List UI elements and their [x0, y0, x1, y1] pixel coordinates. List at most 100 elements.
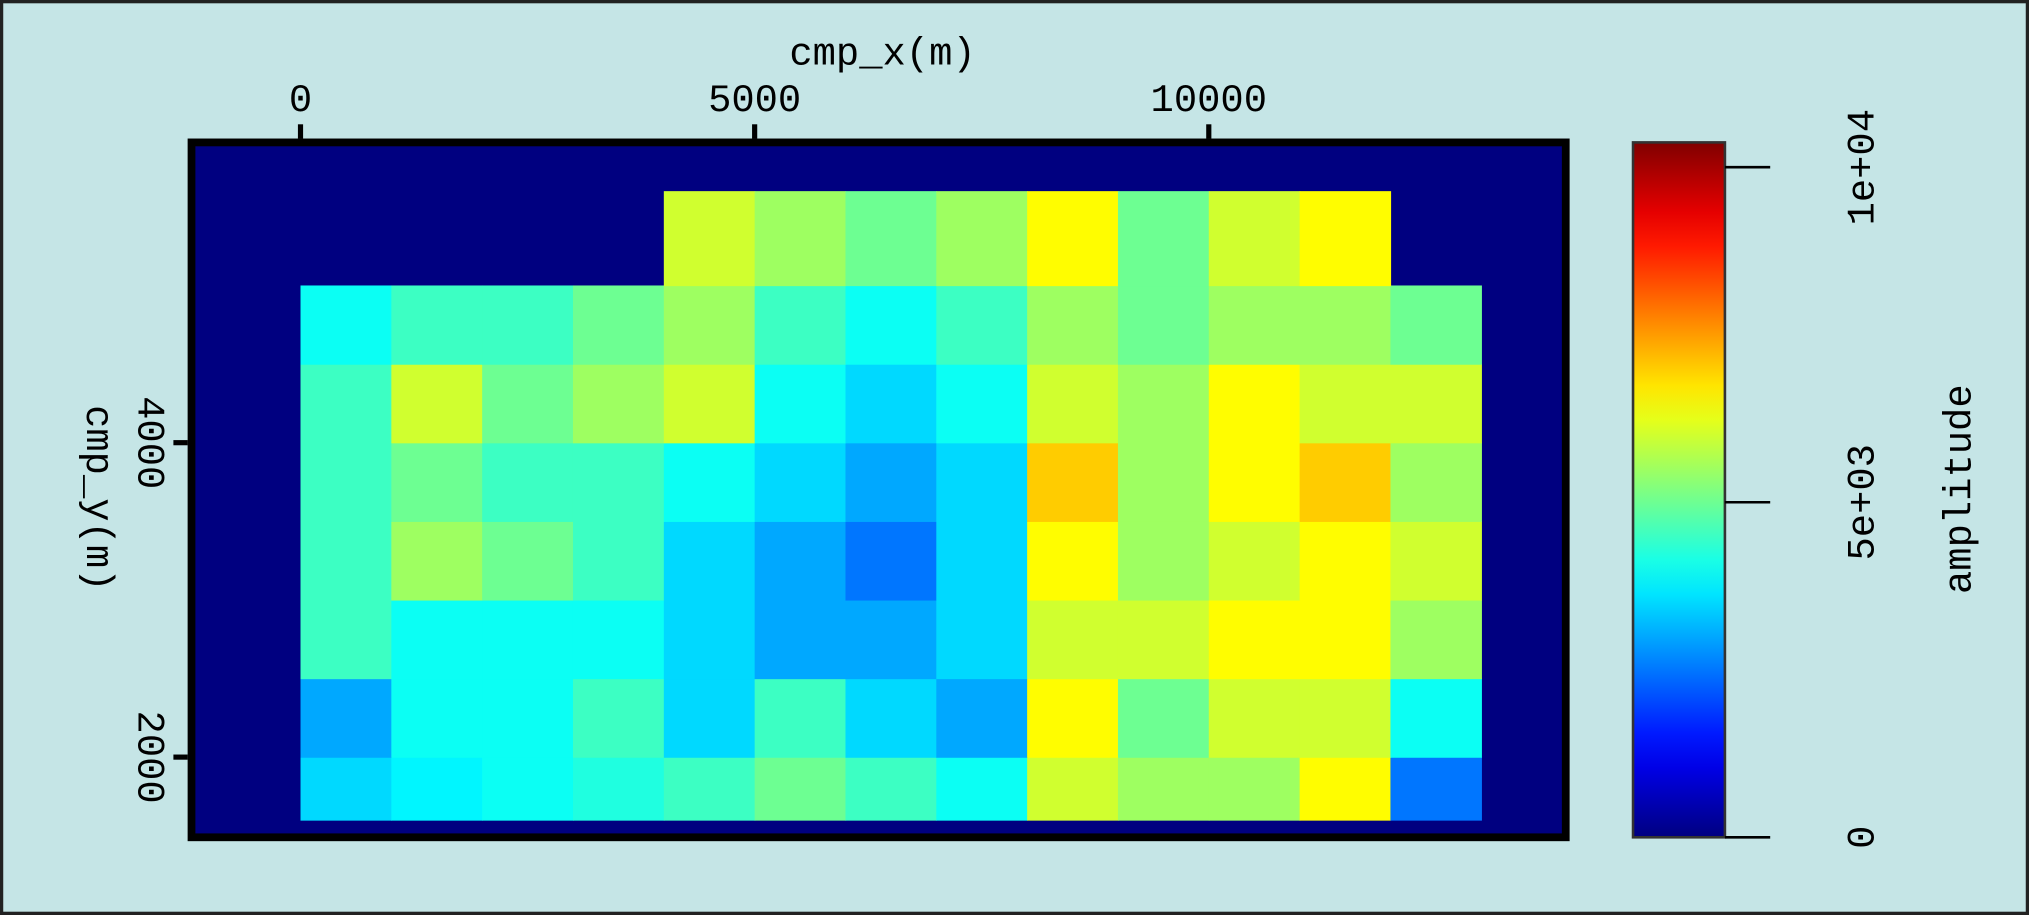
heatmap-cell — [754, 757, 847, 821]
heatmap-cell — [572, 757, 665, 821]
heatmap-cell — [1027, 364, 1119, 444]
heatmap-cell — [1027, 442, 1119, 522]
heatmap-cell — [1390, 285, 1482, 365]
heatmap-cell — [663, 285, 756, 365]
heatmap-cell — [1027, 191, 1119, 287]
heatmap-cell — [300, 364, 392, 444]
heatmap-cell — [1390, 757, 1482, 821]
heatmap-cell — [663, 599, 756, 680]
heatmap-cell — [1117, 599, 1210, 680]
colorbar-label: amplitude — [1939, 384, 1983, 594]
heatmap-cell — [1299, 442, 1392, 522]
heatmap-cell — [572, 442, 665, 522]
heatmap-cell — [300, 599, 392, 680]
heatmap-cell — [663, 678, 756, 758]
heatmap-cell — [300, 285, 392, 365]
heatmap-cell — [754, 521, 847, 601]
heatmap-cell — [754, 599, 847, 680]
heatmap-cell — [1208, 285, 1301, 365]
heatmap-cell — [1027, 678, 1119, 758]
heatmap-cell — [300, 521, 392, 601]
heatmap-cell — [391, 521, 483, 601]
heatmap-cell — [1208, 521, 1301, 601]
x-tick-label: 10000 — [1151, 79, 1267, 123]
heatmap-cell — [663, 757, 756, 821]
heatmap-cell — [1208, 364, 1301, 444]
heatmap-cell — [845, 678, 937, 758]
heatmap-cell — [1208, 678, 1301, 758]
heatmap-cell — [1299, 678, 1392, 758]
heatmap-cell — [936, 599, 1028, 680]
heatmap-cell — [482, 442, 574, 522]
heatmap-cell — [663, 442, 756, 522]
heatmap-cell — [1299, 191, 1392, 287]
heatmap-cell — [1390, 442, 1482, 522]
heatmap-cell — [1027, 285, 1119, 365]
heatmap-cell — [1208, 442, 1301, 522]
heatmap-cell — [1117, 678, 1210, 758]
heatmap-cell — [300, 757, 392, 821]
heatmap-cell — [936, 757, 1028, 821]
heatmap-cell — [391, 678, 483, 758]
heatmap-cell — [1117, 442, 1210, 522]
colorbar-tick-label: 0 — [1842, 826, 1886, 849]
heatmap-cell — [1027, 599, 1119, 680]
x-axis-label: cmp_x(m) — [789, 33, 975, 77]
heatmap-cell — [572, 678, 665, 758]
heatmap-cell — [1117, 364, 1210, 444]
heatmap-cell — [391, 757, 483, 821]
heatmap-cell — [1299, 364, 1392, 444]
plot-frame — [187, 138, 1570, 842]
colorbar-tick-label: 1e+04 — [1842, 109, 1886, 225]
heatmap-cell — [936, 521, 1028, 601]
heatmap-cell — [1390, 364, 1482, 444]
heatmap-cell — [663, 521, 756, 601]
heatmap-cell — [482, 364, 574, 444]
heatmap-cell — [572, 285, 665, 365]
x-tick-label: 5000 — [708, 79, 801, 123]
heatmap-cell — [1117, 191, 1210, 287]
heatmap-cell — [936, 191, 1028, 287]
heatmap-cell — [1299, 599, 1392, 680]
heatmap-cell — [300, 678, 392, 758]
heatmap-cell — [663, 191, 756, 287]
heatmap-cell — [1208, 599, 1301, 680]
heatmap-cell — [1390, 599, 1482, 680]
heatmap-cell — [391, 364, 483, 444]
heatmap-cell — [1299, 757, 1392, 821]
heatmap-cell — [482, 285, 574, 365]
heatmap-cell — [845, 442, 937, 522]
heatmap-cell — [1208, 191, 1301, 287]
y-tick-label: 4000 — [127, 396, 171, 489]
heatmap-cell — [663, 364, 756, 444]
heatmap-cell — [936, 285, 1028, 365]
heatmap-cell — [1117, 757, 1210, 821]
heatmap-cell — [391, 285, 483, 365]
heatmap-cell — [845, 599, 937, 680]
heatmap-cell — [482, 599, 574, 680]
heatmap-cell — [754, 678, 847, 758]
heatmap-cell — [572, 599, 665, 680]
x-tick-label: 0 — [289, 79, 312, 123]
heatmap-cell — [391, 442, 483, 522]
heatmap-cell — [845, 364, 937, 444]
heatmap-cell — [1027, 757, 1119, 821]
heatmap-cell — [1390, 678, 1482, 758]
heatmap-cell — [936, 678, 1028, 758]
heatmap-cell — [936, 364, 1028, 444]
heatmap-cell — [1299, 521, 1392, 601]
heatmap-cell — [936, 442, 1028, 522]
heatmap-cell — [845, 521, 937, 601]
heatmap-cell — [1208, 757, 1301, 821]
heatmap-cell — [482, 757, 574, 821]
colorbar — [1631, 141, 1727, 839]
heatmap-cell — [845, 191, 937, 287]
heatmap-cell — [754, 285, 847, 365]
y-axis-label: cmp_y(m) — [75, 405, 119, 591]
heatmap-cell — [482, 678, 574, 758]
heatmap-cell — [1390, 521, 1482, 601]
heatmap-cell — [391, 599, 483, 680]
heatmap-cell — [845, 757, 937, 821]
